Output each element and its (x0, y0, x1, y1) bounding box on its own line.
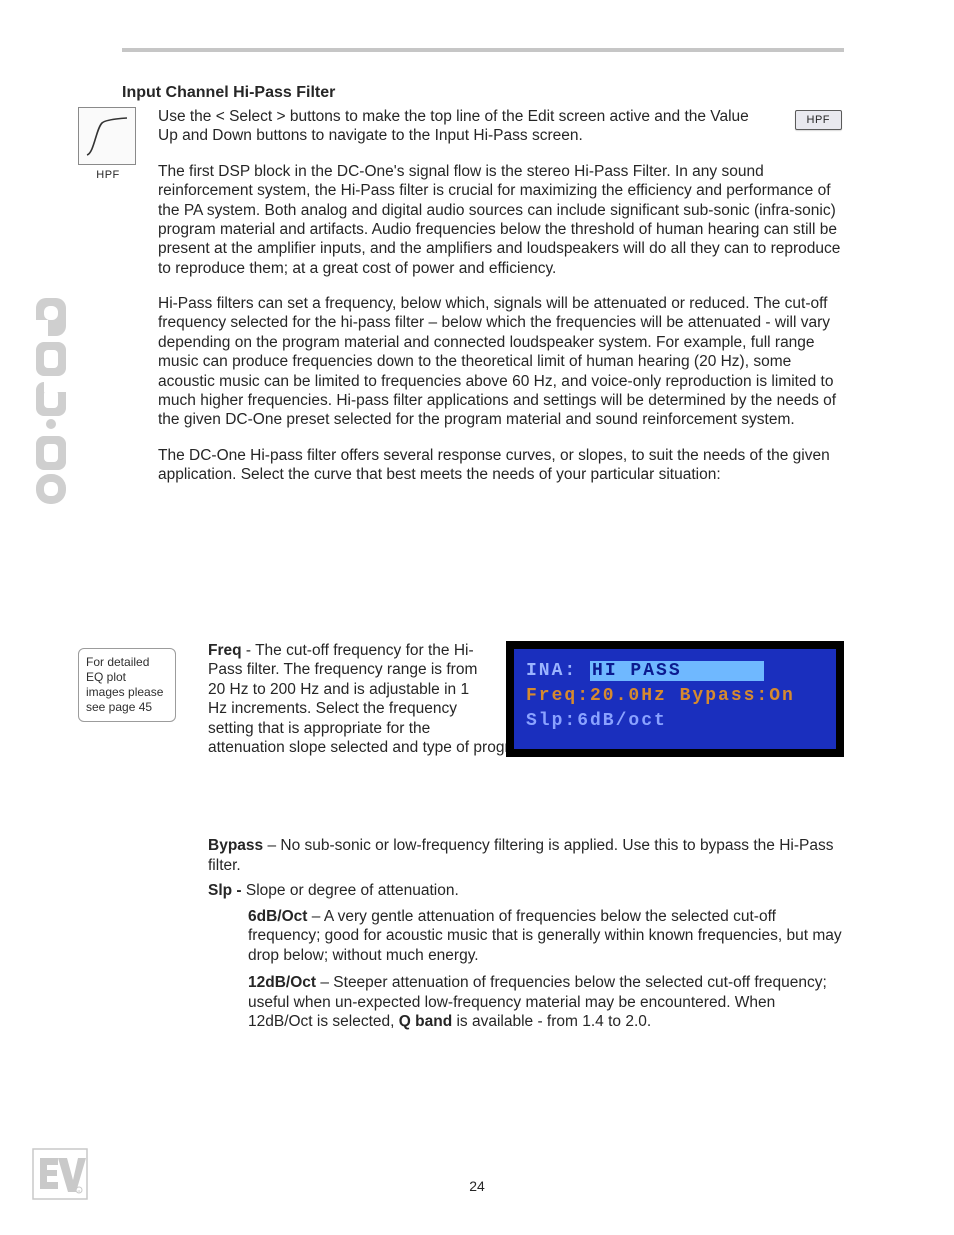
slope-6db-definition: 6dB/Oct – A very gentle attenuation of f… (248, 907, 844, 966)
definitions-block: Bypass – No sub-sonic or low-frequency f… (208, 836, 844, 1040)
freq-definition-narrow: Freq - The cut-off frequency for the Hi-… (208, 641, 488, 738)
lcd-panel: INA: HI PASS Freq:20.0Hz Bypass:On Slp:6… (514, 649, 836, 749)
hpf-icon-caption: HPF (78, 169, 138, 181)
eq-note-box: For detailed EQ plot images please see p… (78, 648, 176, 722)
bypass-term: Bypass (208, 837, 263, 854)
q-band-term: Q band (399, 1013, 452, 1030)
lcd-screenshot: INA: HI PASS Freq:20.0Hz Bypass:On Slp:6… (506, 641, 844, 757)
freq-text-a: - The cut-off frequency for the Hi-Pass … (208, 642, 477, 737)
slope-6db-term: 6dB/Oct (248, 908, 307, 925)
ev-logo-icon: R (32, 1148, 88, 1200)
lcd-line-2: Freq:20.0Hz Bypass:On (526, 684, 824, 709)
lcd-line1-prefix: INA: (526, 661, 590, 681)
slp-term: Slp - (208, 882, 242, 899)
lcd-line-3: Slp:6dB/oct (526, 709, 824, 734)
intro-paragraph-1: Use the < Select > buttons to make the t… (158, 107, 844, 146)
intro-paragraph-4: The DC-One Hi-pass filter offers several… (158, 446, 844, 485)
freq-term: Freq (208, 642, 242, 659)
bypass-text: – No sub-sonic or low-frequency filterin… (208, 837, 833, 874)
svg-text:R: R (78, 1189, 81, 1194)
slope-6db-text: – A very gentle attenuation of frequenci… (248, 908, 842, 964)
slp-text: Slope or degree of attenuation. (242, 882, 459, 899)
dc-one-logo-icon (30, 284, 76, 506)
slope-12db-term: 12dB/Oct (248, 974, 316, 991)
body-column: Use the < Select > buttons to make the t… (158, 107, 844, 500)
lcd-line-1: INA: HI PASS (526, 659, 824, 684)
section-title: Input Channel Hi-Pass Filter (122, 84, 335, 102)
bypass-definition: Bypass – No sub-sonic or low-frequency f… (208, 836, 844, 875)
hpf-curve-icon (78, 107, 136, 165)
intro-paragraph-3: Hi-Pass filters can set a frequency, bel… (158, 294, 844, 430)
slope-12db-definition: 12dB/Oct – Steeper attenuation of freque… (248, 973, 844, 1032)
header-rule (122, 48, 844, 52)
hpf-icon-left-group: HPF (78, 107, 138, 181)
page-number: 24 (0, 1178, 954, 1194)
lcd-line1-highlight: HI PASS (590, 661, 684, 681)
slp-definition: Slp - Slope or degree of attenuation. (208, 881, 844, 901)
intro-paragraph-2: The first DSP block in the DC-One's sign… (158, 162, 844, 278)
slope-12db-text-b: is available - from 1.4 to 2.0. (452, 1013, 651, 1030)
manual-page: Input Channel Hi-Pass Filter HPF HPF (0, 0, 954, 1235)
lcd-line1-highlight-pad (684, 661, 765, 681)
